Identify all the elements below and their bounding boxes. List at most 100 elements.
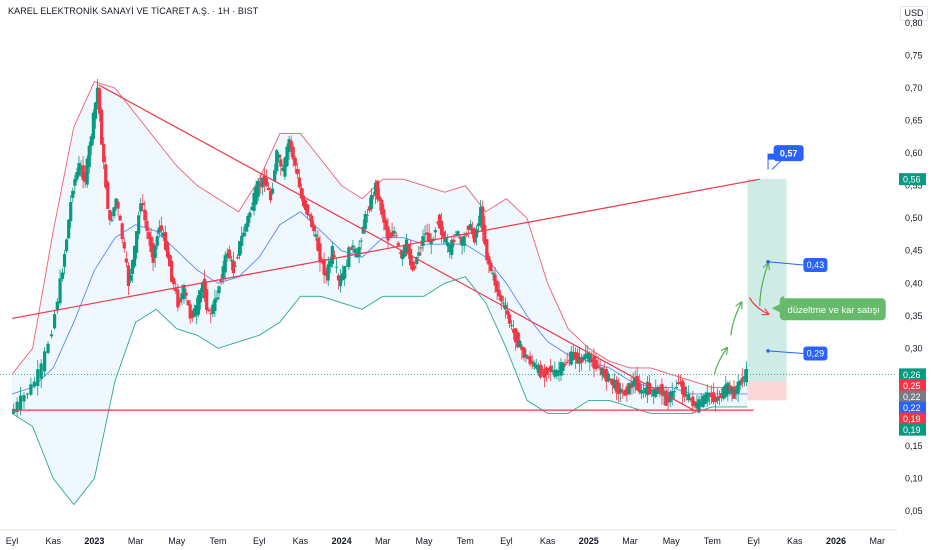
candle (682, 382, 687, 403)
candle-body (324, 271, 328, 276)
candle-body (707, 394, 711, 396)
candle (577, 347, 582, 373)
candle-body (25, 393, 30, 395)
candle (85, 155, 89, 189)
candle-body (619, 388, 623, 393)
candle (481, 200, 485, 242)
price-badge-7: 0,19 (899, 423, 926, 436)
candle-body (229, 259, 233, 262)
trendline-1 (11, 178, 760, 319)
candle (369, 188, 374, 212)
x-axis: Eyl Kas 2023 Mar May Tem Eyl Kas 2024 Mar May Tem Ey… (0, 529, 897, 546)
candle (285, 143, 289, 168)
candle-body (680, 380, 685, 395)
candle-body (49, 334, 54, 337)
candle-body (489, 262, 493, 272)
candle (740, 368, 744, 388)
candle-body (198, 290, 203, 303)
candle-body (62, 254, 67, 267)
candle (742, 369, 746, 387)
candle-body (472, 228, 477, 243)
candle (145, 211, 149, 240)
candle-body (411, 261, 415, 271)
candle (341, 265, 345, 282)
currency-button[interactable]: USD (900, 6, 928, 21)
candle-body (60, 272, 65, 279)
candle (217, 285, 221, 301)
candle-body (429, 239, 433, 245)
candle (343, 265, 347, 287)
candle (291, 143, 295, 167)
label-anchor-dot (766, 349, 770, 353)
candle (69, 195, 73, 228)
candle-body (240, 235, 244, 246)
candle (275, 149, 279, 175)
candle (380, 198, 384, 219)
candle (151, 236, 155, 271)
candle (411, 255, 415, 272)
candle (604, 366, 608, 391)
candle-body (18, 395, 23, 410)
projection-arrow-1 (713, 348, 726, 375)
candle (516, 330, 520, 349)
candle (106, 180, 110, 210)
candle-body (135, 231, 139, 253)
candle (565, 352, 569, 364)
candle-body (186, 300, 190, 306)
x-tick-label: Tem (704, 536, 721, 546)
candle-body (89, 136, 93, 147)
candle-body (697, 399, 701, 413)
candle-body (621, 392, 625, 394)
candle-body (357, 247, 361, 257)
candle (573, 347, 578, 370)
candle-body (29, 384, 33, 395)
candle (720, 388, 724, 402)
projection-arrow-2 (730, 303, 741, 336)
candle-body (310, 215, 314, 228)
candle-body (423, 234, 427, 236)
candle (390, 222, 394, 238)
candle (126, 262, 130, 296)
candle-body (586, 352, 590, 359)
candle (433, 227, 437, 239)
candle-body (505, 310, 510, 315)
candle (211, 301, 215, 318)
candle (703, 391, 707, 405)
candle (732, 380, 736, 399)
candle (512, 319, 516, 340)
x-tick-label: 2026 (826, 536, 846, 546)
annotation-2: 0,43 (766, 258, 828, 273)
price-badge-bg (899, 401, 926, 414)
candle (359, 237, 363, 250)
candle (540, 365, 545, 377)
candle-body (701, 395, 705, 408)
candle-body (415, 257, 419, 264)
candle-body (390, 232, 394, 237)
candle-body (188, 304, 192, 319)
candle (77, 155, 81, 177)
candle-body (536, 364, 540, 374)
candle (456, 230, 460, 238)
trendline-2 (98, 84, 697, 412)
candle (652, 388, 656, 405)
candle (93, 101, 98, 129)
candle (355, 247, 359, 258)
candle-body (713, 396, 718, 403)
candle (493, 266, 497, 293)
candle (563, 358, 567, 368)
candle-body (555, 370, 559, 377)
candle-body (291, 146, 295, 160)
candle (476, 215, 481, 233)
candle-body (194, 305, 198, 316)
candle (524, 348, 528, 363)
candle (491, 269, 495, 281)
candle (324, 267, 328, 284)
candle-body (95, 87, 100, 104)
price-badge-bg (899, 173, 926, 186)
candle-body (110, 219, 114, 221)
candle-body (466, 225, 470, 231)
candle-body (122, 242, 126, 249)
candle (326, 256, 330, 287)
candle (722, 385, 726, 401)
